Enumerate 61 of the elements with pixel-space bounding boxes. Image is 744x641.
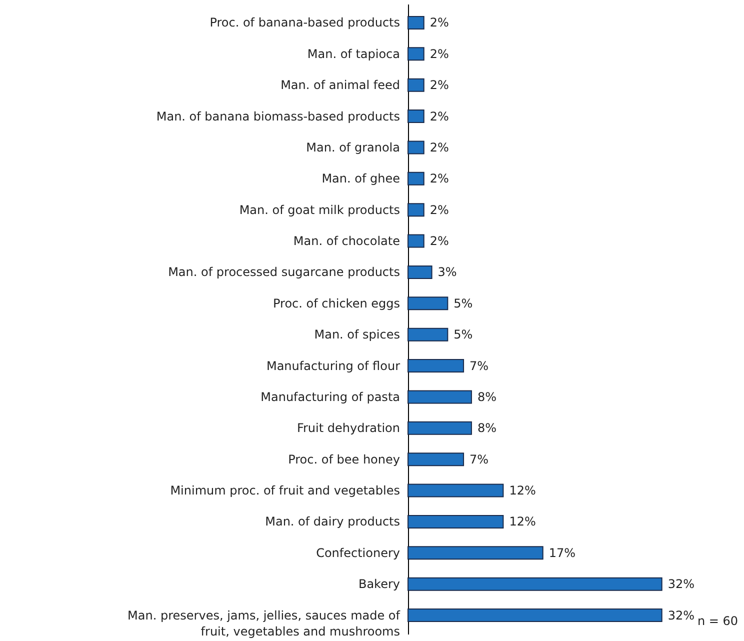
bar [408,359,464,373]
bar [408,203,424,217]
y-tick-label: Proc. of bee honey [288,452,400,466]
data-label: 5% [454,328,473,342]
y-tick-label: Bakery [358,577,400,592]
data-label: 7% [470,452,489,466]
data-label: 2% [430,140,449,154]
data-label: 2% [430,16,449,30]
data-label: 3% [438,265,457,280]
bar [408,390,472,404]
y-tick-label: Proc. of banana-based products [210,16,400,30]
data-label: 2% [430,46,449,61]
y-tick-label: Man. of goat milk products [239,202,400,217]
bar [408,78,424,92]
data-label: 8% [477,390,497,404]
bar [408,47,424,61]
bar [408,546,544,560]
bar [408,421,472,435]
bar [408,172,424,186]
data-label: 17% [548,546,576,560]
data-label: 2% [430,172,449,186]
data-label: 12% [509,484,536,498]
y-tick-label: Man. of spices [314,328,400,342]
bar [408,452,464,466]
y-tick-label: Manufacturing of pasta [260,390,400,404]
bar [408,328,448,342]
y-tick-label: Man. of chocolate [293,234,400,248]
y-tick-label: Man. of processed sugarcane products [168,265,400,280]
data-label: 5% [454,296,473,310]
data-label: 2% [430,234,449,248]
y-tick-label: Man. of tapioca [307,46,400,61]
data-label: 2% [430,78,449,92]
bar [408,484,504,498]
data-label: 7% [470,358,489,373]
y-tick-label: Man. of dairy products [265,514,400,529]
y-tick-label: Minimum proc. of fruit and vegetables [170,484,400,498]
bar [408,514,504,528]
data-label: 8% [477,421,497,436]
y-tick-label: Man. preserves, jams, jellies, sauces made of fruit, vegetables and mushrooms [128,608,401,638]
data-label: 12% [509,514,536,529]
bar [408,16,424,30]
y-tick-label: Fruit dehydration [296,421,400,436]
bar [408,265,432,279]
y-tick-label: Man. of granola [306,140,400,154]
data-label: 2% [430,109,449,124]
bar [408,110,424,124]
y-tick-label: Man. of ghee [322,172,400,186]
data-label: 32% [668,577,695,592]
bar [408,577,662,591]
data-label: 32% [668,608,695,622]
bar [408,234,424,248]
bar [408,296,448,310]
y-tick-label: Man. of banana biomass-based products [156,109,400,124]
data-label: 2% [430,202,449,217]
y-tick-label: Confectionery [316,546,400,560]
bar [408,140,424,154]
bar [408,608,662,622]
y-tick-label: Proc. of chicken eggs [273,296,400,310]
y-tick-label: Manufacturing of flour [266,358,400,373]
y-tick-label: Man. of animal feed [280,78,400,92]
text: n = 60 [697,614,738,628]
